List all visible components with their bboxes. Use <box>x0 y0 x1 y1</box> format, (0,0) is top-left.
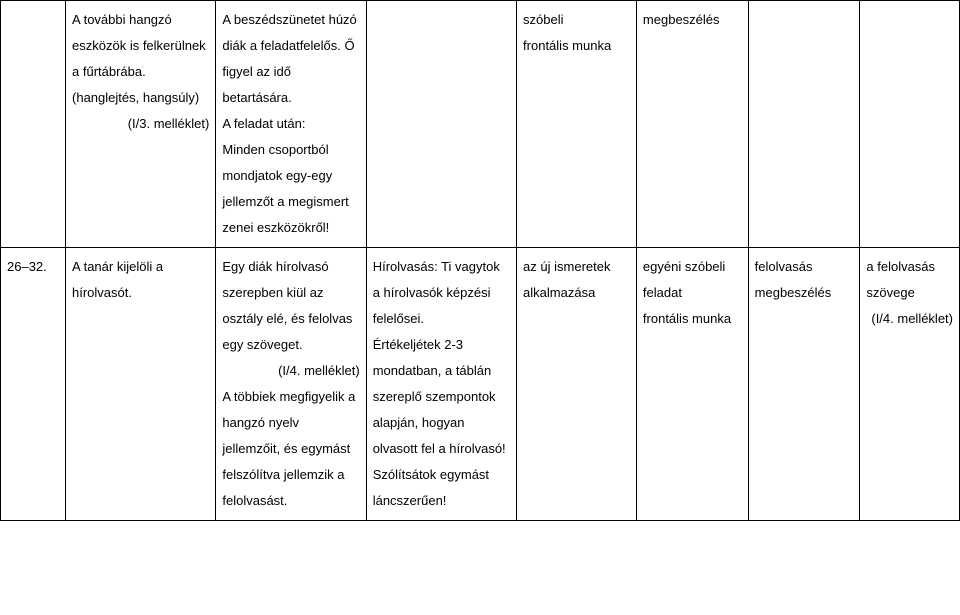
attachment-ref: (I/4. melléklet) <box>222 358 359 384</box>
attachment-ref: (I/3. melléklet) <box>72 111 209 137</box>
cell-student-task: Egy diák hírolvasó szerepben kiül az osz… <box>216 248 366 521</box>
text: frontális munka <box>643 306 742 332</box>
lesson-plan-table: A további hangzó eszközök is felkerülnek… <box>0 0 960 521</box>
text: Értékeljétek 2-3 mondatban, a táblán sze… <box>373 332 510 462</box>
text: megbeszélés <box>643 7 742 33</box>
cell-material: a felolvasás szövege (I/4. melléklet) <box>860 248 960 521</box>
cell-time: 26–32. <box>1 248 66 521</box>
cell-goal: az új ismeretek alkalmazása <box>517 248 637 521</box>
text: A tanár kijelöli a hírolvasót. <box>72 254 209 306</box>
cell-empty <box>748 1 860 248</box>
text: szóbeli <box>523 7 630 33</box>
text: felolvasás <box>755 254 854 280</box>
cell-time <box>1 1 66 248</box>
text: (hanglejtés, hangsúly) <box>72 85 209 111</box>
text: A többiek megfigyelik a hangzó nyelv jel… <box>222 384 359 514</box>
cell-activity: A tanár kijelöli a hírolvasót. <box>66 248 216 521</box>
table-row: 26–32. A tanár kijelöli a hírolvasót. Eg… <box>1 248 960 521</box>
text: A beszédszünetet húzó diák a feladatfele… <box>222 7 359 111</box>
text: az új ismeretek alkalmazása <box>523 254 630 306</box>
text: Egy diák hírolvasó szerepben kiül az osz… <box>222 254 359 358</box>
cell-instruction: A beszédszünetet húzó diák a feladatfele… <box>216 1 366 248</box>
cell-method: megbeszélés <box>636 1 748 248</box>
attachment-ref: (I/4. melléklet) <box>866 306 953 332</box>
cell-instruction: Hírolvasás: Ti vagytok a hírolvasók képz… <box>366 248 516 521</box>
cell-activity: A további hangzó eszközök is felkerülnek… <box>66 1 216 248</box>
text: a felolvasás szövege <box>866 254 953 306</box>
cell-workform: egyéni szóbeli feladat frontális munka <box>636 248 748 521</box>
text: Minden csoportból mondjatok egy-egy jell… <box>222 137 359 241</box>
text: egyéni szóbeli feladat <box>643 254 742 306</box>
text: Hírolvasás: Ti vagytok a hírolvasók képz… <box>373 254 510 332</box>
text: megbeszélés <box>755 280 854 306</box>
cell-empty <box>860 1 960 248</box>
cell-empty <box>366 1 516 248</box>
text: Szólítsátok egymást láncszerűen! <box>373 462 510 514</box>
table-row: A további hangzó eszközök is felkerülnek… <box>1 1 960 248</box>
text: A további hangzó eszközök is felkerülnek… <box>72 7 209 85</box>
text: A feladat után: <box>222 111 359 137</box>
cell-method: felolvasás megbeszélés <box>748 248 860 521</box>
cell-workform: szóbeli frontális munka <box>517 1 637 248</box>
text: frontális munka <box>523 33 630 59</box>
